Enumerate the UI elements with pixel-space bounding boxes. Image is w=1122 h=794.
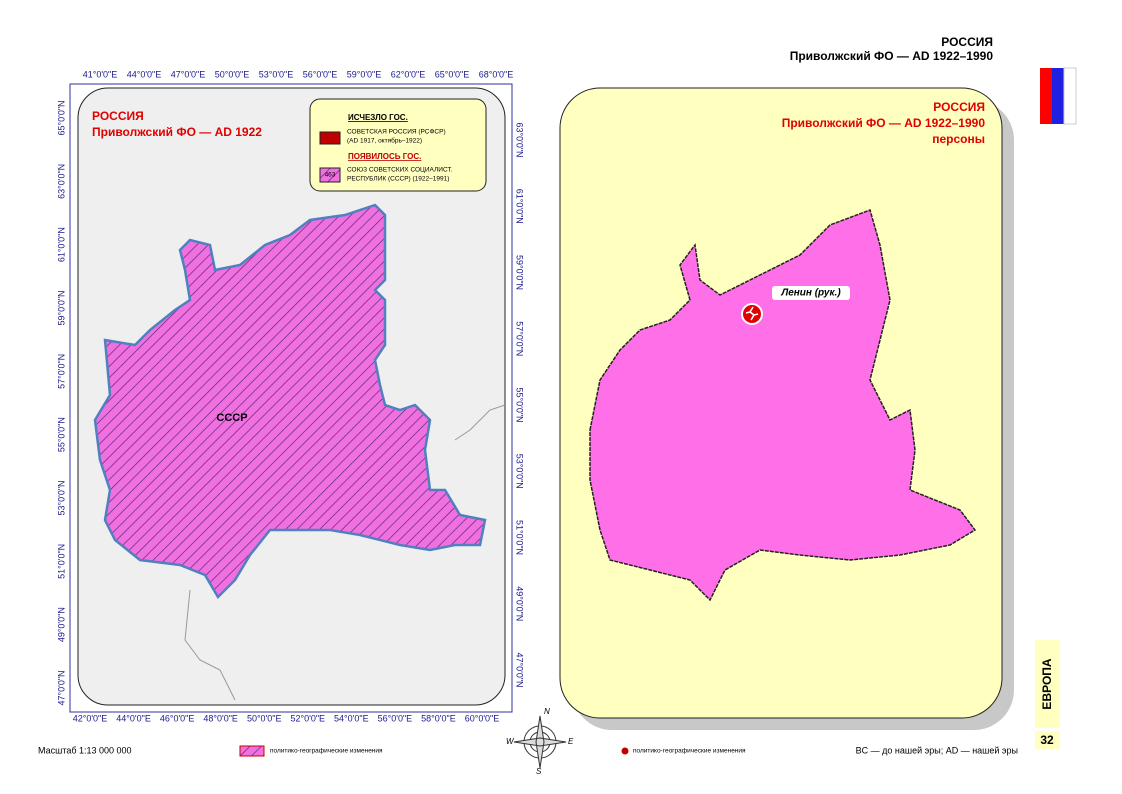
legend-text: СОЮЗ СОВЕТСКИХ СОЦИАЛИСТ. <box>347 167 453 174</box>
footer-legend: политико-географические изменения <box>633 748 746 755</box>
axis-label: 59°0'0"N <box>515 255 525 290</box>
page-number: 32 <box>1040 733 1054 747</box>
map-subtitle: Приволжский ФО — AD 1922–1990 <box>782 116 986 130</box>
legend-dot <box>621 747 629 755</box>
axis-label: 65°0'0"N <box>56 100 66 135</box>
axis-label: 61°0'0"N <box>56 227 66 262</box>
graticule-frame <box>69 83 513 713</box>
scale: Масштаб 1:13 000 000 <box>38 745 132 755</box>
flag <box>1040 67 1077 125</box>
page-tab <box>1035 731 1060 749</box>
compass-letter: S <box>536 767 542 776</box>
legend-heading: ПОЯВИЛОСЬ ГОС. <box>348 152 421 161</box>
region <box>589 209 977 602</box>
axis-label: 49°0'0"N <box>515 586 525 621</box>
compass-letter: N <box>544 707 550 716</box>
header-subtitle: Приволжский ФО — AD 1922–1990 <box>790 49 994 63</box>
axes: 41°0'0"E 44°0'0"E 47°0'0"E 50°0'0"E 53°0'0"E… <box>56 69 524 723</box>
axis-label: 63°0'0"N <box>515 122 525 157</box>
axis-label: 47°0'0"E <box>171 69 206 79</box>
map-subtitle: Приволжский ФО — AD 1922 <box>92 125 262 139</box>
axis-label: 41°0'0"E <box>83 69 118 79</box>
footer-legend: политико-географические изменения <box>270 748 383 755</box>
axis-label: 59°0'0"N <box>56 290 66 325</box>
person-label: Ленин (рук.) <box>780 288 841 299</box>
axis-label: 53°0'0"N <box>515 454 525 489</box>
axis-label: 61°0'0"N <box>515 189 525 224</box>
axis-label: 65°0'0"E <box>435 69 470 79</box>
axis-label: 57°0'0"N <box>515 321 525 356</box>
legend-text: РЕСПУБЛИК (СССР) (1922–1991) <box>347 176 449 183</box>
axis-label: 52°0'0"E <box>291 713 326 723</box>
axis-label: 47°0'0"N <box>56 670 66 705</box>
axis-label: 47°0'0"N <box>515 652 525 687</box>
axis-label: 57°0'0"N <box>56 354 66 389</box>
legend-text: СОВЕТСКАЯ РОССИЯ (РСФСР) <box>347 129 446 136</box>
legend: ИСЧЕЗЛО ГОС. СОВЕТСКАЯ РОССИЯ (РСФСР) (A… <box>309 98 487 192</box>
border <box>454 404 506 441</box>
axis-label: 56°0'0"E <box>303 69 338 79</box>
header-title: РОССИЯ <box>941 35 993 49</box>
axis-label: 54°0'0"E <box>334 713 369 723</box>
axis-label: 58°0'0"E <box>421 713 456 723</box>
axis-label: 48°0'0"E <box>203 713 238 723</box>
axis-label: 46°0'0"E <box>160 713 195 723</box>
region-ussr <box>93 203 487 600</box>
compass <box>513 715 567 769</box>
axis-label: 60°0'0"E <box>465 713 500 723</box>
axis-label: 51°0'0"N <box>56 544 66 579</box>
axis-label: 42°0'0"E <box>73 713 108 723</box>
map-title: РОССИЯ <box>92 109 144 123</box>
axis-label: 56°0'0"E <box>378 713 413 723</box>
axis-label: 53°0'0"E <box>259 69 294 79</box>
label-bg <box>772 286 850 300</box>
map-title: РОССИЯ <box>933 100 985 114</box>
axis-label: 55°0'0"N <box>515 387 525 422</box>
legend-heading: ИСЧЕЗЛО ГОС. <box>348 113 408 122</box>
compass-letter: E <box>568 737 574 746</box>
axis-label: 50°0'0"E <box>247 713 282 723</box>
axis-label: 62°0'0"E <box>391 69 426 79</box>
compass-letter: W <box>506 737 515 746</box>
axis-label: 50°0'0"E <box>215 69 250 79</box>
axis-label: 55°0'0"N <box>56 417 66 452</box>
section-label: ЕВРОПА <box>1040 658 1054 709</box>
legend-swatch <box>239 745 265 757</box>
axis-label: 49°0'0"N <box>56 607 66 642</box>
axis-label: 51°0'0"N <box>515 520 525 555</box>
axis-label: 59°0'0"E <box>347 69 382 79</box>
era-note: BC — до нашей эры; AD — нашей эры <box>856 745 1018 755</box>
axis-label: 44°0'0"E <box>116 713 151 723</box>
map-subtitle: персоны <box>932 132 985 146</box>
region-label: СССР <box>216 412 247 424</box>
legend-code: 463 <box>325 172 336 179</box>
axis-label: 44°0'0"E <box>127 69 162 79</box>
axis-label: 63°0'0"N <box>56 164 66 199</box>
legend-text: (AD 1917, октябрь–1922) <box>347 137 422 145</box>
person-icon <box>741 303 763 325</box>
axis-label: 68°0'0"E <box>479 69 514 79</box>
border <box>184 589 236 701</box>
side-tab <box>1035 640 1060 728</box>
axis-label: 53°0'0"N <box>56 480 66 515</box>
